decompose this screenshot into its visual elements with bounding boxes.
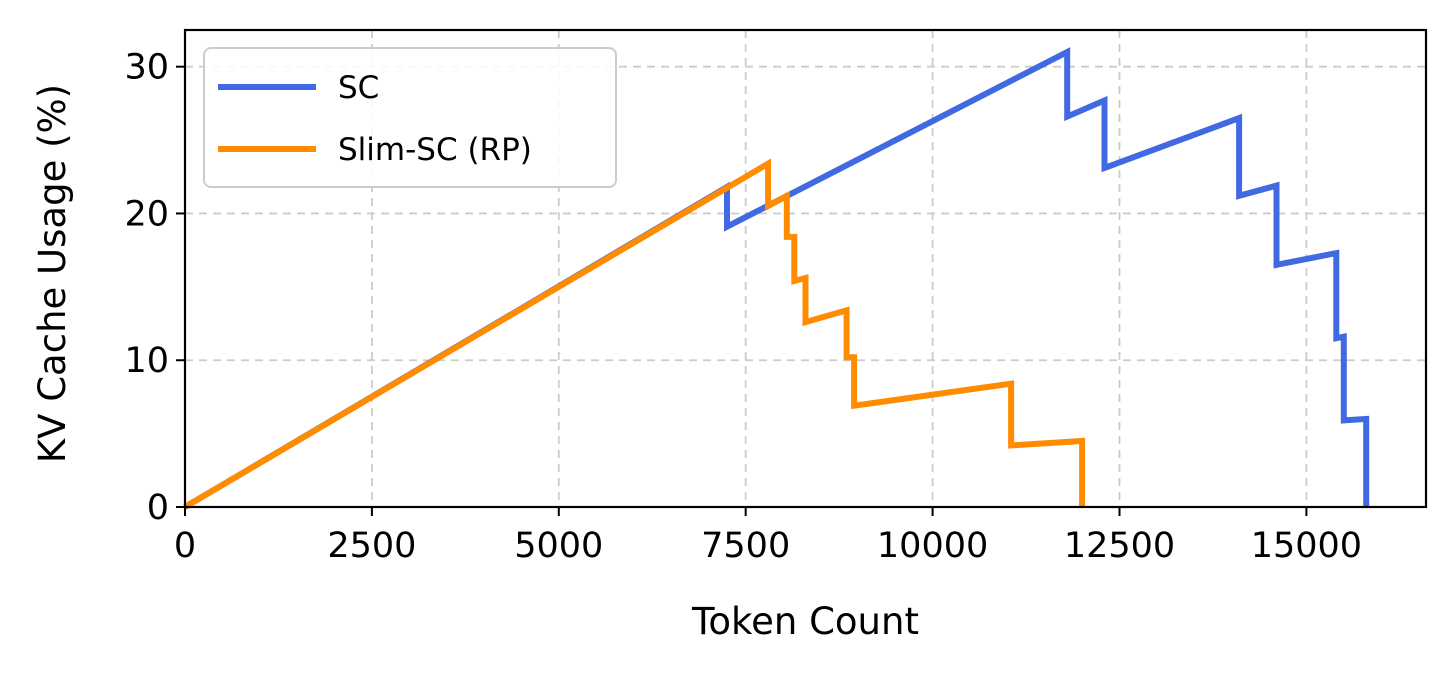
y-tick-label: 0 <box>147 488 169 528</box>
x-tick-label: 12500 <box>1064 526 1175 566</box>
legend: SC Slim-SC (RP) <box>203 47 617 188</box>
series-line-sc <box>183 47 1370 510</box>
y-tick-label: 30 <box>124 48 169 88</box>
series-layer <box>183 47 1370 510</box>
ticks: 0 2500 5000 7500 10000 12500 15000 0 10 20 30 <box>124 48 1362 566</box>
x-tick-label: 0 <box>174 526 196 566</box>
plot-frame <box>183 28 1428 509</box>
legend-label: Slim-SC (RP) <box>338 132 532 168</box>
x-tick-label: 7500 <box>701 526 790 566</box>
series-line-slim-sc-rp <box>183 158 1086 510</box>
x-tick-label: 2500 <box>327 526 416 566</box>
x-tick-label: 5000 <box>514 526 603 566</box>
y-tick-label: 20 <box>124 194 169 234</box>
legend-label: SC <box>338 70 379 106</box>
x-axis-title: Token Count <box>691 600 919 643</box>
legend-box <box>203 47 617 188</box>
y-axis-title: KV Cache Usage (%) <box>31 84 74 463</box>
x-tick-label: 10000 <box>877 526 988 566</box>
y-tick-label: 10 <box>124 341 169 381</box>
x-tick-label: 15000 <box>1251 526 1362 566</box>
